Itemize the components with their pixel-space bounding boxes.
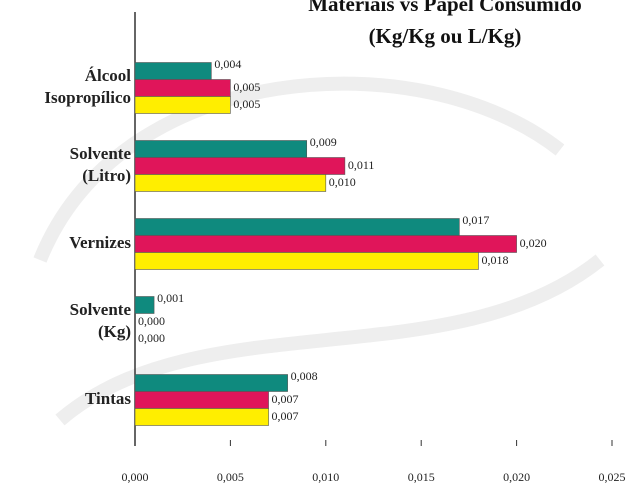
bar: [134, 296, 155, 314]
data-label: 0,007: [272, 409, 299, 423]
y-tick-label: Solvente (Kg): [70, 300, 132, 341]
bar: [134, 140, 308, 158]
data-label: 0,005: [233, 80, 260, 94]
x-tick-label: 0,025: [599, 470, 626, 484]
data-label: 0,010: [329, 175, 356, 189]
chart-subtitle: (Kg/Kg ou L/Kg): [369, 24, 522, 48]
x-tick-label: 0,010: [312, 470, 339, 484]
bar: [134, 96, 231, 114]
bar: [134, 62, 212, 80]
background-swirls: [33, 76, 605, 426]
data-label: 0,001: [157, 291, 184, 305]
y-tick-label: Tintas: [85, 389, 131, 408]
y-tick-label: Vernizes: [69, 233, 131, 252]
bar: [134, 235, 517, 253]
data-label: 0,009: [310, 135, 337, 149]
data-label: 0,018: [481, 253, 508, 267]
x-tick-label: 0,005: [217, 470, 244, 484]
y-tick-label: Solvente (Litro): [70, 144, 132, 185]
data-label: 0,007: [272, 392, 299, 406]
x-tick-label: 0,015: [408, 470, 435, 484]
data-label: 0,020: [520, 236, 547, 250]
data-label: 0,000: [138, 331, 165, 345]
bar: [134, 408, 269, 426]
bar: [134, 391, 269, 409]
data-label: 0,000: [138, 314, 165, 328]
bar: [134, 174, 327, 192]
data-label: 0,017: [462, 213, 489, 227]
bar: [134, 218, 460, 236]
y-tick-label: Álcool Isopropílico: [44, 66, 131, 107]
data-label: 0,005: [233, 97, 260, 111]
data-label: 0,004: [214, 57, 241, 71]
x-tick-label: 0,000: [122, 470, 149, 484]
bar: [134, 157, 346, 175]
x-tick-label: 0,020: [503, 470, 530, 484]
data-label: 0,008: [291, 369, 318, 383]
chart-title: Materiais vs Papel Consumido: [308, 0, 582, 16]
bar: [134, 79, 231, 97]
bar: [134, 252, 479, 270]
data-label: 0,011: [348, 158, 375, 172]
bar: [134, 374, 288, 392]
